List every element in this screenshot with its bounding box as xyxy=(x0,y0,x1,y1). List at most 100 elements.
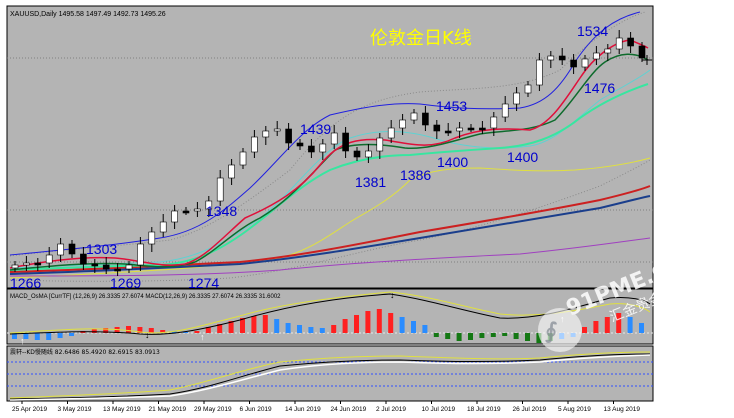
candle[interactable] xyxy=(45,247,53,268)
candle[interactable] xyxy=(102,257,110,274)
candle[interactable] xyxy=(410,109,418,124)
macd-buy-arrow: ↑ xyxy=(200,332,205,342)
candle-body xyxy=(125,264,133,270)
macd-bar xyxy=(604,317,610,333)
candle-body xyxy=(342,132,349,152)
candle[interactable] xyxy=(23,256,30,271)
candle[interactable] xyxy=(558,48,566,65)
candle[interactable] xyxy=(114,263,121,276)
price-annotation: 1386 xyxy=(400,167,431,183)
candle-body xyxy=(456,127,463,132)
macd-bar xyxy=(445,333,451,339)
candle[interactable] xyxy=(467,124,475,132)
macd-bar xyxy=(297,325,302,333)
macd-bar xyxy=(319,328,325,333)
x-axis: 25 Apr 2019 3 May 2019 13 May 2019 21 May 2… xyxy=(12,401,640,413)
price-annotations: 1266 1303 1269 1274 1348 1439 1381 1386 1453 1400… xyxy=(10,23,615,291)
candle[interactable] xyxy=(194,202,201,217)
macd-bar xyxy=(57,333,63,338)
candle[interactable] xyxy=(638,42,646,62)
candle[interactable] xyxy=(68,240,76,258)
macd-sell-arrow: ↓ xyxy=(390,290,395,300)
macd-bar xyxy=(103,328,109,333)
candle[interactable] xyxy=(615,30,623,54)
candlestick-series[interactable] xyxy=(11,30,646,276)
candle[interactable] xyxy=(239,148,247,169)
candle[interactable] xyxy=(387,120,395,143)
symbol-info: XAUUSD,Daily 1495.58 1497.49 1492.73 149… xyxy=(10,11,166,18)
price-panel[interactable]: 1266 1303 1269 1274 1348 1439 1381 1386 1453 1400… xyxy=(6,5,654,291)
candle[interactable] xyxy=(399,114,406,135)
candle-body xyxy=(228,164,235,179)
chart-title: 伦敦金日K线 xyxy=(370,28,472,49)
candle[interactable] xyxy=(125,261,133,273)
macd-bar xyxy=(331,325,337,333)
candle[interactable] xyxy=(251,130,258,158)
candle-body xyxy=(194,208,201,212)
candle[interactable] xyxy=(524,81,532,97)
candle[interactable] xyxy=(342,127,349,158)
macd-bar xyxy=(46,333,52,340)
candle[interactable] xyxy=(593,46,600,65)
candle[interactable] xyxy=(285,123,292,150)
candle[interactable] xyxy=(137,237,144,271)
price-annotation: 1274 xyxy=(188,275,219,291)
candle[interactable] xyxy=(376,133,384,159)
candle[interactable] xyxy=(91,259,99,273)
candle[interactable] xyxy=(319,139,327,160)
candle-body xyxy=(11,264,19,269)
candle-body xyxy=(399,119,406,129)
candle[interactable] xyxy=(171,205,178,229)
candle[interactable] xyxy=(490,112,498,136)
macd-bar xyxy=(468,333,473,340)
candle[interactable] xyxy=(513,87,520,111)
candle-body xyxy=(570,59,577,68)
x-axis-label: 25 Apr 2019 xyxy=(12,406,47,413)
candle[interactable] xyxy=(444,123,452,136)
x-axis-label: 14 Jun 2019 xyxy=(285,406,321,413)
candle[interactable] xyxy=(627,32,634,53)
candle[interactable] xyxy=(262,126,270,145)
x-axis-label: 3 May 2019 xyxy=(58,406,92,413)
candle[interactable] xyxy=(273,121,281,136)
price-annotation: 1348 xyxy=(206,203,237,219)
price-annotation: 1476 xyxy=(584,80,615,96)
candle[interactable] xyxy=(182,207,190,215)
candle[interactable] xyxy=(422,106,429,131)
candle[interactable] xyxy=(456,122,463,138)
candle[interactable] xyxy=(365,144,372,163)
candle[interactable] xyxy=(581,55,589,71)
candle[interactable] xyxy=(57,238,64,262)
candle[interactable] xyxy=(547,51,555,68)
ma-purple xyxy=(9,237,651,277)
candle-body xyxy=(467,127,475,131)
candle-body xyxy=(524,84,532,94)
candle[interactable] xyxy=(308,139,315,158)
candle[interactable] xyxy=(80,247,87,270)
candle[interactable] xyxy=(479,121,486,134)
candle[interactable] xyxy=(536,53,543,91)
candle[interactable] xyxy=(330,125,338,149)
macd-line xyxy=(9,293,651,335)
candle[interactable] xyxy=(228,159,235,185)
candle[interactable] xyxy=(216,170,224,206)
candle[interactable] xyxy=(205,196,213,217)
candle[interactable] xyxy=(34,258,42,271)
ma-long-red xyxy=(9,185,651,273)
candle[interactable] xyxy=(159,214,167,237)
macd-bar xyxy=(616,313,622,333)
candle[interactable] xyxy=(353,147,361,161)
candle[interactable] xyxy=(433,120,441,139)
macd-bar xyxy=(183,332,188,333)
candle[interactable] xyxy=(501,96,509,122)
candle-body xyxy=(102,264,110,270)
x-axis-label: 6 Jun 2019 xyxy=(240,406,273,413)
candle[interactable] xyxy=(11,261,19,272)
candle[interactable] xyxy=(570,54,577,74)
candle[interactable] xyxy=(604,44,612,61)
candle[interactable] xyxy=(296,139,304,150)
candle[interactable] xyxy=(148,227,156,252)
candle-body xyxy=(615,37,623,50)
kd-panel[interactable]: 震轩--KD慢随线 82.6486 85.4920 82.6915 83.091… xyxy=(6,345,654,402)
